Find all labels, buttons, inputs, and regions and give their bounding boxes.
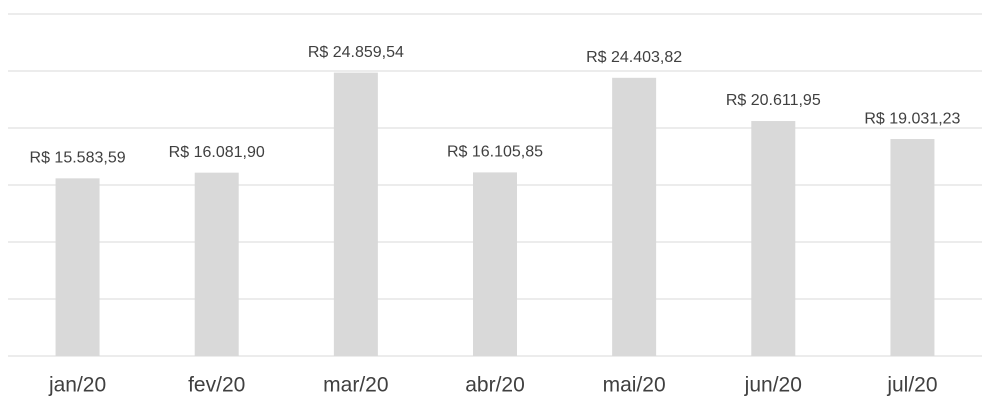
x-tick-label: jan/20 [48, 374, 106, 397]
bar [890, 139, 935, 356]
value-label: R$ 16.081,90 [169, 144, 265, 161]
value-label: R$ 24.859,54 [308, 44, 404, 61]
bar [333, 72, 378, 356]
bar [473, 172, 517, 356]
x-tick-label: jul/20 [886, 374, 937, 397]
bar [751, 121, 796, 356]
value-label: R$ 24.403,82 [586, 49, 682, 66]
x-tick-label: abr/20 [465, 374, 525, 397]
x-tick-label: jun/20 [744, 374, 802, 397]
bar [612, 77, 657, 357]
value-label: R$ 19.031,23 [864, 110, 960, 127]
bar [194, 172, 239, 356]
value-label: R$ 20.611,95 [726, 92, 821, 109]
bar [55, 178, 100, 356]
value-label: R$ 16.105,85 [447, 144, 543, 161]
x-tick-label: fev/20 [188, 374, 245, 397]
value-label: R$ 15.583,59 [30, 150, 126, 167]
x-tick-label: mar/20 [323, 374, 388, 397]
x-tick-label: mai/20 [603, 374, 666, 397]
